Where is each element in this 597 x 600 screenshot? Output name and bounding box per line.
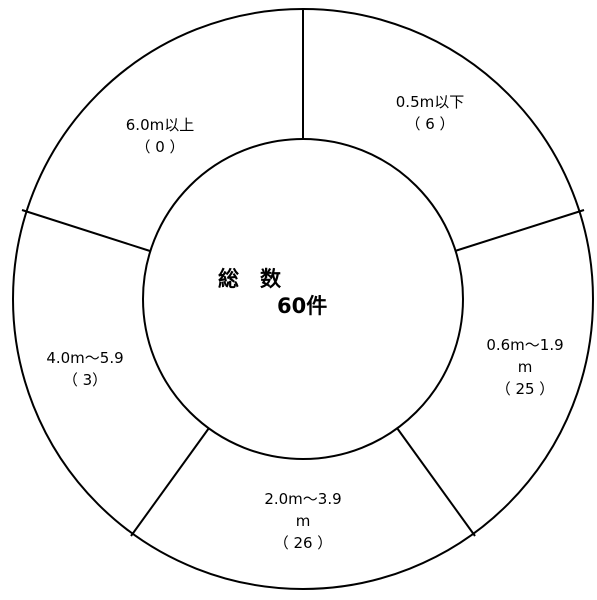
divider-bottom-left (130, 427, 210, 537)
segment-count: （ 25 ） (495, 380, 555, 398)
segment-0-5m-below: 0.5m以下 （ 6 ） (375, 91, 485, 135)
segment-0-6-1-9m: 0.6m～1.9 m （ 25 ） (466, 334, 584, 400)
center-total: 60件 (277, 294, 328, 318)
divider-left (21, 209, 151, 252)
segment-count: （ 6 ） (405, 115, 455, 133)
divider-right (454, 209, 585, 252)
segment-count: （ 26 ） (273, 534, 333, 552)
segment-count: （ 0 ） (135, 138, 185, 156)
segment-6-0m-above: 6.0m以上 （ 0 ） (100, 114, 220, 158)
segment-count: （ 3） (62, 371, 108, 389)
inner-circle (142, 138, 464, 460)
segment-label-line2: m (517, 358, 533, 376)
segment-label-line1: 0.6m～1.9 (486, 336, 564, 354)
segment-label: 4.0m～5.9 (46, 349, 124, 367)
segment-2-0-3-9m: 2.0m～3.9 m （ 26 ） (243, 488, 363, 554)
center-title: 総 数 (218, 267, 281, 291)
divider-bottom-right (396, 427, 476, 537)
segment-label: 0.5m以下 (395, 93, 465, 111)
segment-4-0-5-9m: 4.0m～5.9 （ 3） (30, 347, 140, 391)
segment-label-line2: m (295, 512, 311, 530)
segment-label: 6.0m以上 (125, 116, 195, 134)
segment-label-line1: 2.0m～3.9 (264, 490, 342, 508)
